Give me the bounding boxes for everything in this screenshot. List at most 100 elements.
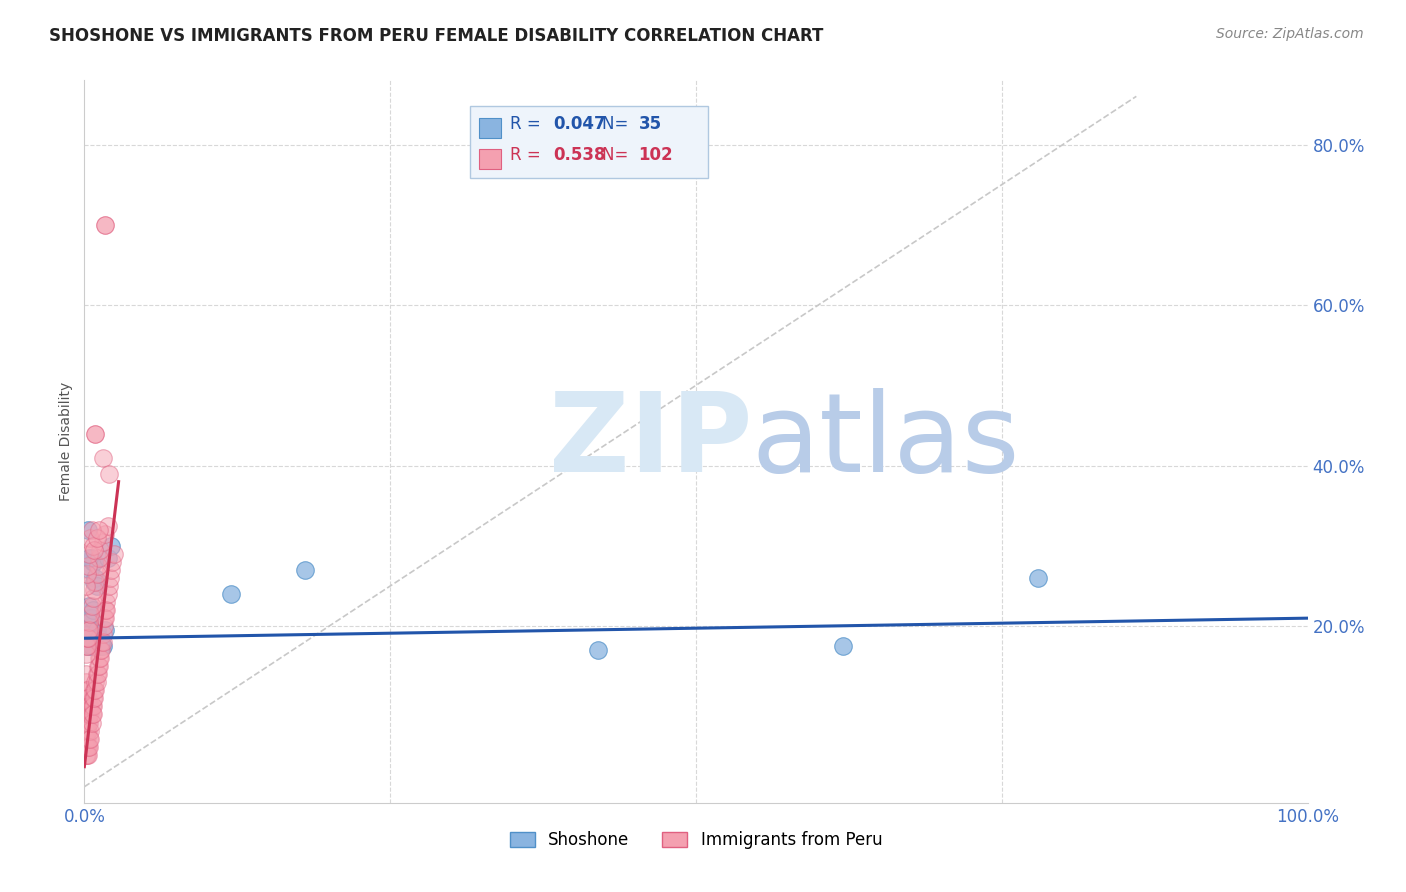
- Point: [76, 723, 98, 738]
- Point: [77, 627, 100, 641]
- Point: [77, 739, 100, 754]
- Point: [87, 659, 110, 673]
- Point: [75, 639, 97, 653]
- Text: 35: 35: [638, 115, 662, 133]
- Y-axis label: Female Disability: Female Disability: [59, 382, 73, 501]
- Point: [86, 675, 108, 690]
- Point: [1028, 571, 1050, 585]
- Point: [94, 611, 117, 625]
- Point: [83, 683, 105, 698]
- Point: [77, 699, 100, 714]
- Point: [91, 450, 114, 465]
- Point: [831, 639, 853, 653]
- Point: [75, 723, 97, 738]
- Point: [80, 599, 103, 614]
- Point: [97, 579, 120, 593]
- Text: ZIP: ZIP: [550, 388, 752, 495]
- Point: [80, 699, 103, 714]
- Point: [80, 523, 103, 537]
- Point: [76, 739, 98, 754]
- Point: [96, 595, 118, 609]
- Point: [82, 539, 104, 553]
- Point: [77, 623, 100, 637]
- Text: Source: ZipAtlas.com: Source: ZipAtlas.com: [1216, 27, 1364, 41]
- Point: [75, 715, 97, 730]
- Point: [103, 547, 125, 561]
- Point: [75, 747, 97, 762]
- Point: [84, 426, 107, 441]
- Point: [93, 611, 115, 625]
- Text: 0.047: 0.047: [553, 115, 606, 133]
- Point: [80, 715, 103, 730]
- Point: [100, 539, 122, 553]
- Point: [79, 699, 101, 714]
- Point: [94, 623, 117, 637]
- Point: [75, 699, 97, 714]
- Point: [94, 603, 117, 617]
- Point: [87, 551, 110, 566]
- Point: [82, 591, 104, 606]
- Point: [87, 639, 110, 653]
- Point: [79, 563, 101, 577]
- Point: [101, 555, 124, 569]
- Point: [91, 639, 114, 653]
- Point: [76, 699, 98, 714]
- Point: [77, 632, 100, 646]
- Point: [90, 635, 112, 649]
- Point: [86, 531, 108, 545]
- Point: [76, 731, 98, 746]
- Point: [84, 675, 107, 690]
- Point: [79, 607, 101, 621]
- Point: [75, 648, 97, 662]
- Point: [96, 603, 118, 617]
- Point: [77, 699, 100, 714]
- Point: [219, 587, 242, 601]
- Point: [77, 599, 100, 614]
- Point: [98, 571, 121, 585]
- Point: [83, 574, 105, 589]
- Point: [79, 731, 101, 746]
- Point: [79, 723, 101, 738]
- Point: [75, 579, 97, 593]
- Point: [89, 639, 111, 653]
- Point: [76, 639, 98, 653]
- Bar: [479, 118, 502, 138]
- Point: [87, 651, 110, 665]
- Point: [77, 747, 100, 762]
- Point: [86, 579, 108, 593]
- Point: [90, 639, 112, 653]
- Point: [77, 739, 100, 754]
- Point: [89, 542, 111, 557]
- Point: [80, 639, 103, 653]
- Point: [84, 574, 107, 589]
- Point: [75, 667, 97, 681]
- Point: [76, 632, 98, 646]
- Point: [87, 667, 110, 681]
- Point: [77, 523, 100, 537]
- Point: [89, 651, 111, 665]
- Point: [75, 632, 97, 646]
- Point: [80, 611, 103, 625]
- Point: [75, 707, 97, 722]
- Point: [94, 218, 117, 232]
- Point: [90, 643, 112, 657]
- Point: [91, 534, 114, 549]
- Point: [87, 632, 110, 646]
- Point: [77, 632, 100, 646]
- Point: [76, 691, 98, 706]
- Point: [75, 683, 97, 698]
- Point: [77, 731, 100, 746]
- Point: [75, 739, 97, 754]
- Point: [97, 587, 120, 601]
- Point: [77, 715, 100, 730]
- Point: [79, 639, 101, 653]
- Point: [77, 615, 100, 630]
- Point: [82, 707, 104, 722]
- Point: [77, 611, 100, 625]
- Bar: [479, 149, 502, 169]
- Point: [100, 563, 122, 577]
- Point: [294, 563, 316, 577]
- Point: [83, 691, 105, 706]
- Point: [76, 715, 98, 730]
- Point: [76, 707, 98, 722]
